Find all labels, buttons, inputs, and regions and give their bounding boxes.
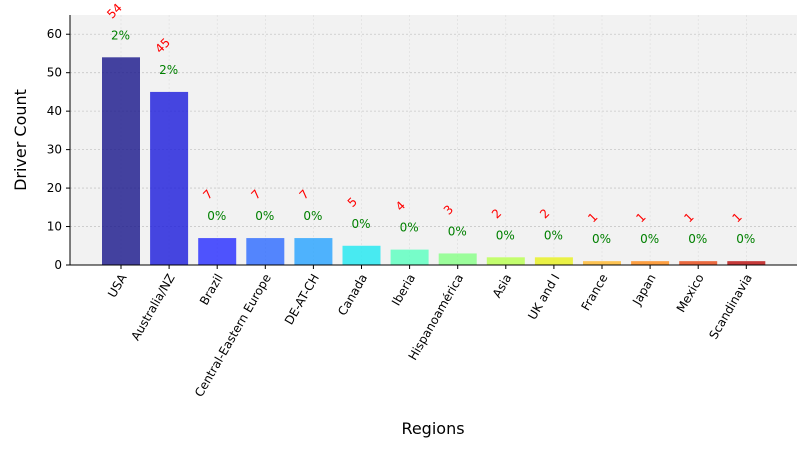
bar <box>390 249 429 265</box>
percent-label: 0% <box>255 209 274 223</box>
percent-label: 0% <box>448 224 467 238</box>
percent-label: 0% <box>592 232 611 246</box>
x-tick-label: Iberia <box>389 272 418 309</box>
y-tick-label: 30 <box>47 143 62 157</box>
percent-label: 2% <box>111 28 130 42</box>
x-tick-label: Australia/NZ <box>128 272 177 343</box>
y-axis: 0 10 20 30 40 50 60 <box>47 15 71 272</box>
bar <box>534 257 573 265</box>
percent-label: 0% <box>400 221 419 235</box>
bars <box>102 57 766 265</box>
y-tick-label: 0 <box>54 258 62 272</box>
bar <box>679 261 718 265</box>
percent-label: 0% <box>303 209 322 223</box>
y-tick-label: 40 <box>47 104 62 118</box>
x-tick-label: Canada <box>335 272 370 319</box>
y-tick-label: 20 <box>47 181 62 195</box>
x-tick-label: UK and I <box>525 272 562 323</box>
x-tick-label: Brazil <box>197 272 226 308</box>
percent-label: 0% <box>207 209 226 223</box>
percent-label: 0% <box>544 228 563 242</box>
x-tick-label: Scandinavia <box>706 272 755 342</box>
grid-lines <box>70 15 797 265</box>
percent-label: 2% <box>159 63 178 77</box>
bar <box>198 238 237 265</box>
percent-label: 0% <box>640 232 659 246</box>
bar <box>150 91 189 265</box>
x-axis-label: Regions <box>401 419 464 438</box>
bar <box>438 253 477 265</box>
bar <box>727 261 766 265</box>
x-tick-label: Japan <box>629 272 658 309</box>
bar <box>246 238 285 265</box>
x-tick-label: Hispanoamérica <box>406 272 467 363</box>
bar <box>294 238 333 265</box>
bar <box>102 57 140 265</box>
percent-label: 0% <box>736 232 755 246</box>
y-tick-label: 10 <box>47 220 62 234</box>
percent-label: 0% <box>352 217 371 231</box>
bar <box>583 261 621 265</box>
percent-label: 0% <box>496 228 515 242</box>
x-tick-label: DE-AT-CH <box>282 272 322 328</box>
x-tick-label: USA <box>105 271 130 300</box>
x-tick-label: France <box>579 272 611 314</box>
bar <box>631 261 670 265</box>
x-tick-label: Asia <box>490 272 515 301</box>
percent-label: 0% <box>688 232 707 246</box>
y-tick-label: 50 <box>47 66 62 80</box>
y-tick-label: 60 <box>47 27 62 41</box>
bar <box>342 245 381 265</box>
bar <box>486 257 525 265</box>
x-tick-label: Mexico <box>674 272 707 315</box>
y-axis-label: Driver Count <box>11 89 30 191</box>
plot-area <box>70 15 797 265</box>
